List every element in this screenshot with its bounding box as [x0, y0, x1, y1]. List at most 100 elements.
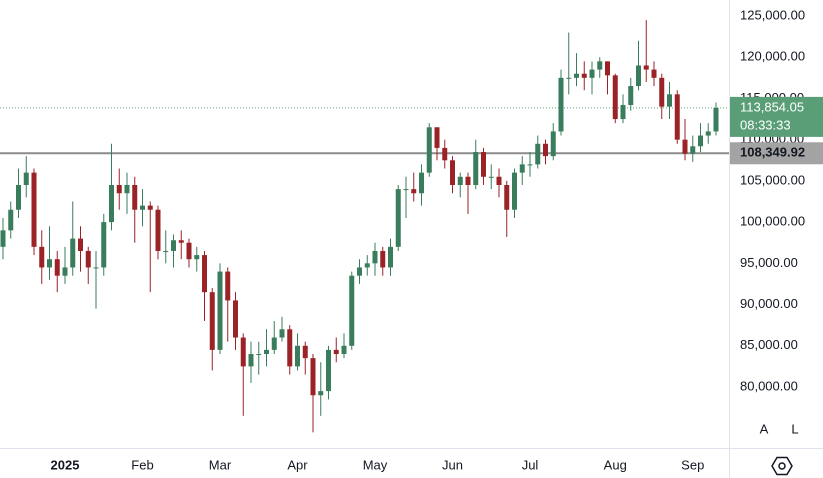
- candle-body: [163, 250, 169, 252]
- x-tick-label: Aug: [604, 457, 627, 472]
- candle-body: [78, 238, 83, 251]
- candle-body: [16, 185, 21, 210]
- candle-body: [39, 246, 45, 268]
- candle-body: [643, 65, 649, 70]
- candle-body: [651, 69, 657, 78]
- candle-body: [543, 143, 548, 157]
- candle-body: [186, 242, 192, 260]
- candle-body: [403, 189, 409, 191]
- y-tick-label: 100,000.00: [740, 214, 805, 229]
- candle-body: [132, 185, 138, 210]
- candle-body: [690, 146, 696, 154]
- candle-body: [473, 152, 479, 186]
- candle-body: [388, 246, 393, 268]
- candle-body: [465, 176, 471, 186]
- candle-body: [581, 73, 587, 78]
- candle-body: [140, 205, 145, 210]
- candle-body: [713, 107, 719, 132]
- line-price-box: [730, 142, 823, 165]
- candle-body: [147, 205, 153, 210]
- candle-body: [93, 267, 99, 269]
- candle-body: [496, 176, 502, 186]
- candle-body: [450, 160, 455, 186]
- candle-body: [23, 172, 29, 186]
- candle-body: [426, 127, 432, 173]
- candle-body: [550, 131, 556, 157]
- candle-body: [667, 94, 672, 107]
- candle-body: [178, 240, 184, 243]
- y-tick-label: 90,000.00: [740, 296, 798, 311]
- x-tick-label: May: [363, 457, 388, 472]
- candle-body: [682, 139, 688, 154]
- candle-body: [364, 263, 370, 268]
- candle-body: [411, 189, 417, 194]
- candle-body: [597, 61, 603, 70]
- x-tick-label: Mar: [209, 457, 232, 472]
- candle-body: [225, 271, 231, 301]
- candle-body: [62, 267, 68, 276]
- candle-body: [605, 61, 610, 76]
- settings-dot: [778, 462, 786, 470]
- candle-body: [279, 329, 285, 338]
- candle-body: [620, 105, 626, 120]
- candle-body: [527, 164, 533, 166]
- line-price-label: 108,349.92: [740, 145, 805, 160]
- candle-body: [442, 147, 448, 161]
- candle-body: [674, 94, 680, 140]
- candle-body: [287, 329, 293, 367]
- candle-body: [705, 131, 711, 136]
- candle-body: [372, 250, 378, 264]
- candle-body: [31, 172, 37, 247]
- x-tick-label: Apr: [287, 457, 308, 472]
- candle-body: [101, 222, 107, 268]
- candle-body: [612, 75, 618, 120]
- candle-body: [395, 189, 401, 247]
- candle-body: [209, 292, 215, 350]
- x-tick-label: Jul: [522, 457, 539, 472]
- candle-body: [0, 230, 6, 247]
- candle-body: [155, 209, 161, 251]
- scale-button[interactable]: L: [791, 421, 798, 436]
- candle-body: [47, 259, 52, 268]
- candle-body: [341, 345, 347, 355]
- candle-body: [535, 143, 541, 165]
- x-tick-label: Jun: [442, 457, 463, 472]
- settings-hex: [771, 456, 793, 476]
- candle-body: [519, 164, 525, 173]
- candle-body: [124, 185, 130, 194]
- candle-body: [240, 337, 246, 367]
- last-price-label: 113,854.05: [740, 99, 804, 114]
- candle-body: [512, 172, 517, 210]
- candle-body: [295, 345, 300, 367]
- candle-body: [419, 172, 424, 194]
- candle-body: [310, 358, 316, 396]
- settings-icon[interactable]: [771, 456, 793, 476]
- candle-body: [171, 240, 176, 251]
- candle-body: [256, 354, 262, 356]
- x-tick-label: Sep: [681, 457, 704, 472]
- y-tick-label: 125,000.00: [740, 7, 805, 22]
- y-tick-label: 95,000.00: [740, 255, 798, 270]
- candle-body: [349, 275, 355, 346]
- candle-body: [85, 250, 91, 268]
- candle-body: [357, 267, 362, 276]
- candle-body: [636, 65, 641, 87]
- candle-body: [302, 345, 308, 359]
- candle-body: [380, 250, 386, 268]
- y-tick-label: 85,000.00: [740, 337, 798, 352]
- last-price-box: [730, 96, 823, 137]
- candle-body: [264, 349, 269, 355]
- candle-body: [233, 300, 238, 338]
- candle-body: [326, 349, 331, 392]
- scale-button[interactable]: A: [760, 421, 769, 436]
- candle-body: [333, 349, 339, 355]
- candle-body: [628, 86, 634, 106]
- countdown: 08:33:33: [740, 117, 791, 132]
- candle-body: [589, 69, 595, 78]
- y-tick-label: 105,000.00: [740, 172, 805, 187]
- candle-body: [481, 152, 486, 177]
- candle-body: [457, 176, 463, 186]
- candle-body: [54, 259, 60, 276]
- x-tick-label: 2025: [51, 457, 80, 472]
